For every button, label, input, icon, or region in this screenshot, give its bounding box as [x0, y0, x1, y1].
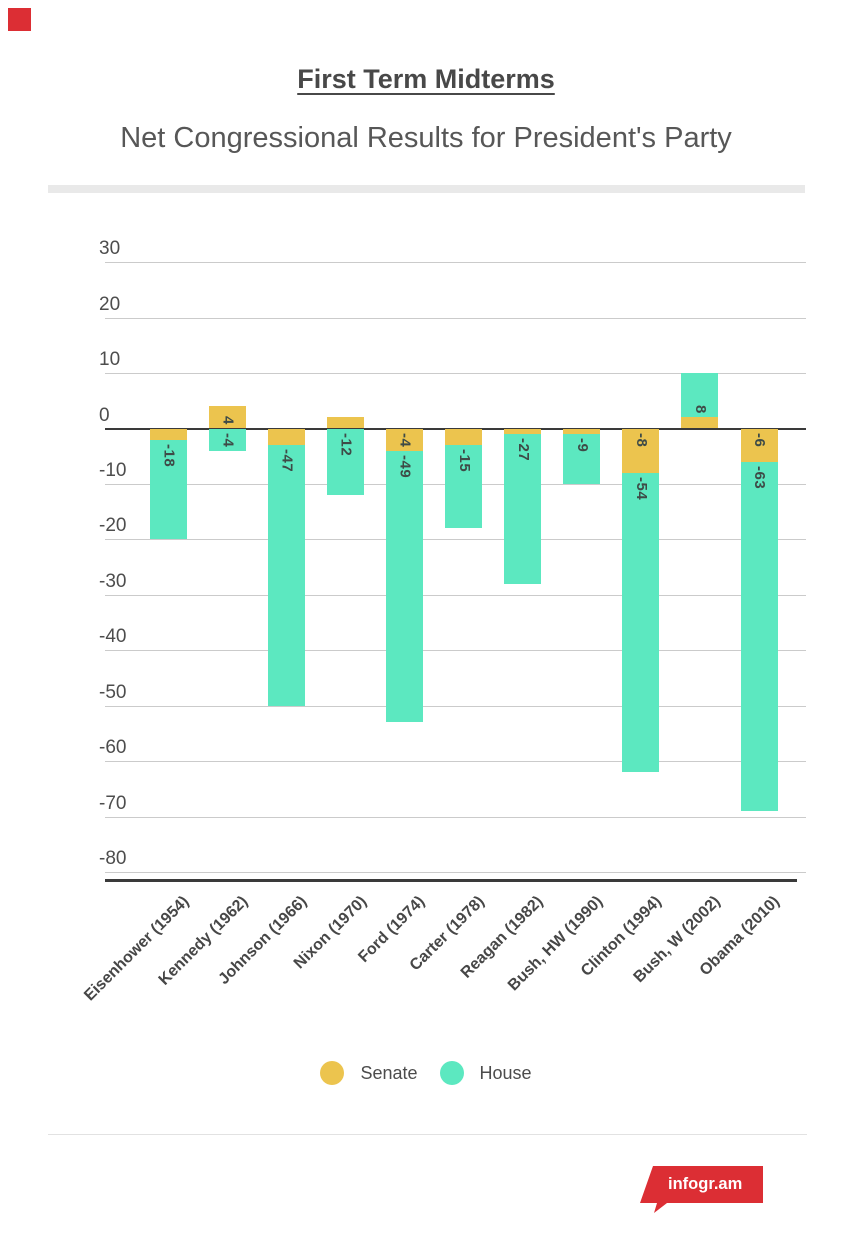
infogram-logo-text: infogr.am	[668, 1175, 743, 1193]
y-gridline	[105, 650, 806, 652]
y-gridline	[105, 262, 806, 264]
bar-value-label: -54	[632, 476, 650, 501]
bar-segment-house	[386, 450, 424, 723]
bar-value-label: -63	[751, 465, 768, 489]
y-tick-label: -10	[99, 459, 127, 481]
bar-segment-senate	[622, 428, 660, 473]
bottom-divider	[48, 1134, 807, 1135]
y-tick-label: -30	[99, 570, 127, 592]
y-gridline	[105, 539, 806, 541]
bar-value-label: -27	[514, 438, 532, 462]
bar-value-label: -9	[573, 438, 591, 453]
house-swatch-icon	[439, 1061, 464, 1085]
bar-segment-house	[622, 472, 660, 773]
y-tick-label: -40	[99, 626, 127, 648]
y-tick-label: 0	[99, 404, 110, 426]
bar-segment-house	[681, 373, 719, 418]
bar-segment-senate	[150, 428, 187, 440]
bar-value-label: -4	[396, 432, 414, 447]
legend-label-senate: Senate	[360, 1062, 418, 1083]
legend-label-house: House	[479, 1062, 532, 1083]
y-tick-label: -80	[99, 848, 127, 870]
y-tick-label: 10	[99, 349, 121, 371]
legend-item-senate: Senate	[320, 1061, 418, 1085]
top-divider	[48, 185, 805, 193]
y-gridline	[105, 816, 806, 818]
y-tick-label: -70	[99, 792, 127, 814]
y-gridline	[105, 705, 806, 707]
bar-segment-house	[563, 434, 601, 484]
bar-segment-house	[150, 439, 187, 540]
bar-segment-house	[327, 428, 365, 496]
bar-segment-senate	[327, 417, 365, 429]
bar-value-label: -47	[278, 449, 296, 473]
chart-subtitle: Net Congressional Results for President'…	[120, 122, 732, 154]
bar-value-label: -8	[632, 432, 650, 447]
bar-segment-senate	[563, 428, 601, 435]
bar-segment-senate	[386, 428, 424, 451]
y-tick-label: 30	[99, 238, 121, 260]
bar-value-label: -12	[337, 432, 355, 456]
bar-segment-senate	[740, 428, 778, 462]
x-axis-line	[105, 879, 797, 882]
chart-legend: Senate House	[0, 1061, 852, 1085]
bar-value-label: -15	[455, 449, 473, 473]
bar-segment-senate	[504, 428, 542, 435]
legend-item-house: House	[439, 1061, 532, 1085]
y-tick-label: -60	[99, 737, 127, 759]
bar-segment-house	[209, 428, 247, 451]
bar-segment-senate	[268, 428, 306, 446]
bar-value-label: -6	[751, 432, 768, 447]
bar-value-label: 8	[691, 404, 709, 414]
y-gridline	[105, 373, 806, 375]
bar-segment-senate	[209, 406, 247, 429]
bar-segment-house	[740, 461, 778, 812]
bar-value-label: -49	[396, 454, 414, 478]
bar-value-label: -18	[160, 443, 178, 467]
y-tick-label: -50	[99, 681, 127, 703]
y-gridline	[105, 317, 806, 319]
y-gridline	[105, 594, 806, 596]
y-gridline	[105, 872, 806, 874]
bar-segment-house	[504, 434, 542, 584]
bar-segment-senate	[681, 417, 719, 429]
bar-value-label: 4	[219, 415, 237, 425]
bar-segment-house	[445, 445, 483, 529]
chart-title: First Term Midterms	[297, 64, 555, 94]
bar-segment-senate	[445, 428, 483, 446]
bar-value-label: -4	[219, 432, 237, 447]
x-category-label: Eisenhower (1954)	[81, 893, 193, 1005]
senate-swatch-icon	[320, 1061, 345, 1085]
y-tick-label: -20	[99, 515, 127, 537]
bar-segment-house	[268, 445, 306, 706]
brand-corner-mark	[8, 8, 31, 31]
y-gridline	[105, 761, 806, 763]
y-tick-label: 20	[99, 293, 121, 315]
